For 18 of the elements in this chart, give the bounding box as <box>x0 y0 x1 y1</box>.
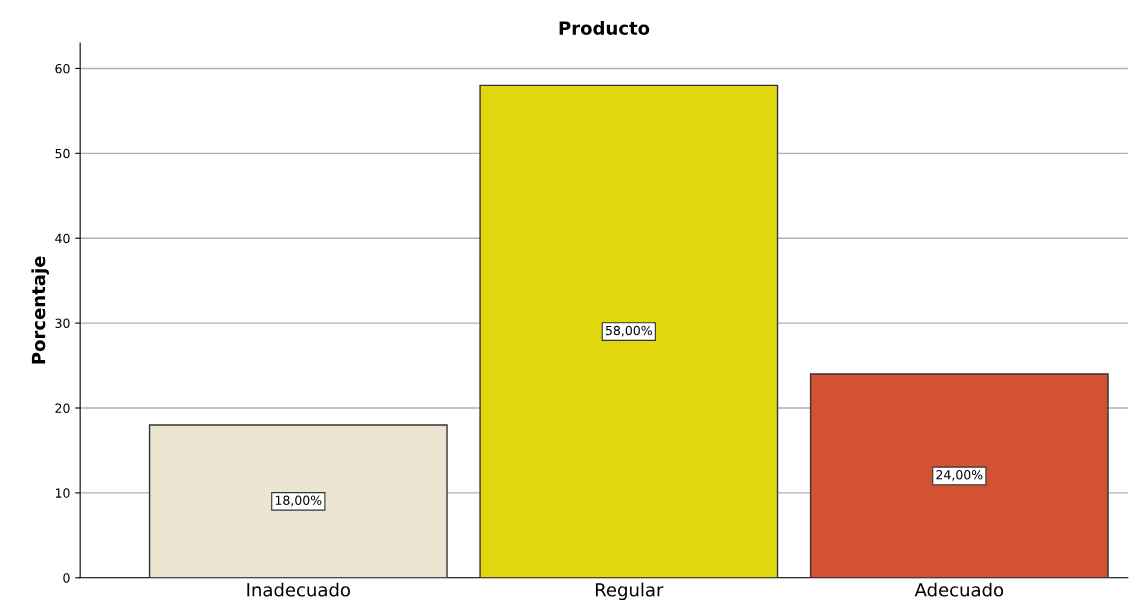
y-tick-label: 20 <box>55 403 70 413</box>
y-tick-label: 30 <box>55 318 70 329</box>
x-tick-label: Adecuado <box>914 582 1004 597</box>
data-label: 18,00% <box>275 495 322 507</box>
bar <box>148 424 448 578</box>
data-label: 58,00% <box>605 325 652 337</box>
y-tick-label: 0 <box>63 573 70 583</box>
y-axis-title: Porcentaje <box>31 256 49 364</box>
data-label: 24,00% <box>936 470 983 481</box>
x-tick-label: Inadecuado <box>247 582 350 597</box>
y-tick-label: 40 <box>55 233 70 244</box>
bar <box>479 84 779 578</box>
chart-title: Producto <box>559 20 650 35</box>
bar <box>809 373 1109 578</box>
y-tick-label: 60 <box>55 63 70 74</box>
y-tick-label: 50 <box>55 148 70 159</box>
y-tick-label: 10 <box>55 488 70 498</box>
x-tick-label: Regular <box>595 582 664 601</box>
